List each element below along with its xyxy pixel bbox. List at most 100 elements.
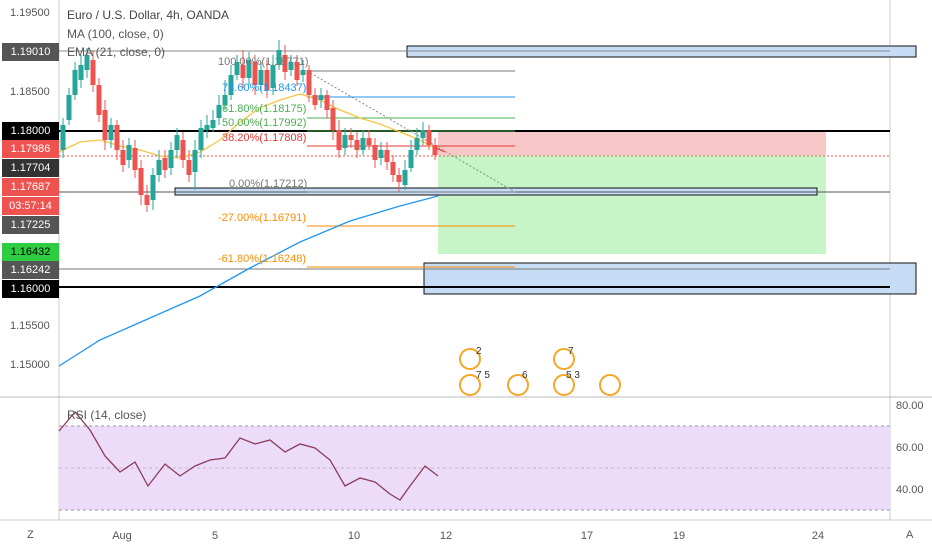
time-tick: 12: [439, 530, 453, 542]
candle-body: [144, 195, 150, 205]
candle-body: [114, 125, 120, 150]
candle-body: [78, 65, 84, 80]
candle-body: [90, 60, 96, 85]
candle-body: [414, 138, 420, 150]
candle-body: [330, 108, 336, 130]
price-badge: 1.18000: [2, 122, 59, 140]
candle-body: [288, 62, 294, 70]
candle-body: [168, 150, 174, 168]
candle-body: [216, 105, 222, 118]
candle-body: [342, 135, 348, 148]
candle-body: [276, 50, 282, 65]
candle-body: [348, 135, 354, 140]
candle-body: [252, 62, 258, 85]
us-flag-event-icon[interactable]: [507, 374, 529, 396]
price-tick: 1.15500: [10, 320, 50, 332]
candle-body: [126, 145, 132, 160]
candle-body: [258, 70, 264, 85]
candle-body: [138, 168, 144, 195]
us-flag-event-icon[interactable]: [459, 374, 481, 396]
price-badge: 1.19010: [2, 43, 59, 61]
candle-body: [354, 140, 360, 150]
event-count: 5 3: [566, 370, 580, 381]
candle-body: [300, 70, 306, 75]
us-flag-event-icon[interactable]: [553, 374, 575, 396]
us-flag-event-icon[interactable]: [599, 374, 621, 396]
event-count: 6: [522, 370, 528, 381]
event-count: 2: [476, 346, 482, 357]
candle-body: [228, 75, 234, 95]
candle-body: [222, 95, 228, 105]
rsi-legend[interactable]: RSI (14, close): [67, 408, 147, 422]
candle-body: [318, 95, 324, 100]
time-tick: 5: [211, 530, 219, 542]
candle-body: [234, 62, 240, 75]
candlesticks: [60, 40, 438, 212]
candle-body: [396, 175, 402, 182]
candle-body: [96, 85, 102, 115]
time-tick: 19: [672, 530, 686, 542]
fib-label: -27.00%(1.16791): [218, 212, 307, 224]
event-icon[interactable]: [459, 348, 481, 370]
support-zone-bottom: [423, 262, 917, 295]
candle-body: [360, 138, 366, 150]
candle-body: [180, 140, 186, 160]
auto-scale-button[interactable]: A: [906, 529, 914, 541]
time-tick: 24: [811, 530, 825, 542]
price-badge: 1.17986: [2, 140, 59, 158]
candle-body: [60, 125, 66, 150]
event-count: 7 5: [476, 370, 490, 381]
price-tick: 1.15000: [10, 359, 50, 371]
countdown-badge: 03:57:14: [2, 197, 59, 215]
fib-label: 100.00%(1.18771): [218, 56, 309, 68]
candle-body: [66, 95, 72, 120]
candle-body: [264, 70, 270, 90]
candle-body: [72, 70, 78, 95]
rsi-tick: 80.00: [896, 400, 924, 412]
candle-body: [192, 150, 198, 172]
candle-body: [132, 148, 138, 170]
fib-label: 61.80%(1.18175): [222, 103, 307, 115]
candle-body: [156, 160, 162, 175]
time-tick: 10: [347, 530, 361, 542]
price-badge: 1.16242: [2, 261, 59, 279]
fib-label: 38.20%(1.17808): [222, 132, 307, 144]
candle-body: [420, 130, 426, 138]
candle-body: [150, 175, 156, 200]
ema-legend[interactable]: EMA (21, close, 0): [67, 45, 166, 59]
zoom-reset-button[interactable]: Z: [27, 529, 34, 541]
candle-body: [108, 125, 114, 140]
fib-label: -61.80%(1.16248): [218, 253, 307, 265]
stop-loss-zone: [438, 131, 826, 155]
candle-body: [372, 145, 378, 160]
ma-legend[interactable]: MA (100, close, 0): [67, 27, 164, 41]
rsi-tick: 60.00: [896, 442, 924, 454]
candle-body: [390, 162, 396, 175]
candle-body: [84, 55, 90, 70]
candle-body: [366, 138, 372, 145]
candle-body: [384, 150, 390, 162]
event-count: 7: [568, 346, 574, 357]
event-icon[interactable]: [553, 348, 575, 370]
candle-body: [324, 95, 330, 110]
fib-label: 78.60%(1.18437): [222, 82, 307, 94]
rsi-tick: 40.00: [896, 484, 924, 496]
price-badge: 1.17687: [2, 178, 59, 196]
candle-body: [246, 60, 252, 78]
candle-body: [312, 95, 318, 105]
candle-body: [186, 160, 192, 175]
candle-body: [432, 145, 438, 155]
candle-body: [336, 130, 342, 150]
price-badge: 1.16000: [2, 280, 59, 298]
candle-body: [282, 55, 288, 72]
chart-title: Euro / U.S. Dollar, 4h, OANDA: [67, 8, 230, 22]
candle-body: [162, 158, 168, 170]
fib-trend-line: [306, 70, 516, 193]
candle-body: [210, 120, 216, 128]
price-tick: 1.19500: [10, 7, 50, 19]
candle-body: [204, 125, 210, 130]
time-tick: 17: [580, 530, 594, 542]
fib-label: 50.00%(1.17992): [222, 117, 307, 129]
